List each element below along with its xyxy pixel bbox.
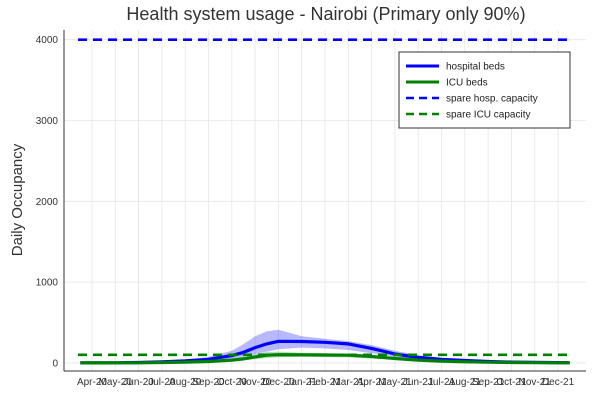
series-line-1 xyxy=(80,353,570,365)
x-tick-label: Jan-21 xyxy=(286,377,317,388)
x-tick-label: Jul-21 xyxy=(428,377,456,388)
x-tick-label: Nov-20 xyxy=(239,377,272,388)
x-tick-label: Feb-21 xyxy=(309,377,341,388)
x-tick-label: Dec-21 xyxy=(542,377,575,388)
legend-label-1: ICU beds xyxy=(446,78,488,89)
x-tick-label: Aug-20 xyxy=(169,377,202,388)
x-tick-labels: Apr-20May-20Jun-20Jul-20Aug-20Sep-20Oct-… xyxy=(77,377,575,388)
x-tick-label: Nov-21 xyxy=(519,377,552,388)
x-tick-label: Jun-21 xyxy=(403,377,434,388)
series-band-0 xyxy=(80,329,570,363)
axes-group xyxy=(63,30,586,372)
x-tick-label: Mar-21 xyxy=(332,377,364,388)
y-tick-labels: 0 1000 2000 3000 4000 xyxy=(36,35,59,369)
series-group xyxy=(77,38,573,365)
x-tick-label: Sep-20 xyxy=(192,377,225,388)
x-tick-label: Oct-21 xyxy=(496,377,526,388)
legend: hospital beds ICU beds spare hosp. capacit… xyxy=(398,51,571,129)
chart-title: Health system usage - Nairobi (Primary o… xyxy=(126,4,525,24)
x-tick-label: Oct-20 xyxy=(217,377,247,388)
legend-label-3: spare ICU capacity xyxy=(446,110,530,121)
x-tick-label: May-21 xyxy=(378,377,412,388)
x-tick-label: Apr-20 xyxy=(77,377,107,388)
grid-group xyxy=(64,30,586,371)
y-tick-label: 0 xyxy=(52,358,58,369)
x-tick-label: Sep-21 xyxy=(472,377,505,388)
x-tick-label: Jul-20 xyxy=(148,377,176,388)
legend-label-0: hospital beds xyxy=(446,62,505,73)
x-tick-label: May-20 xyxy=(99,377,133,388)
y-tick-label: 1000 xyxy=(36,278,59,289)
y-tick-label: 2000 xyxy=(36,197,59,208)
x-tick-label: Apr-21 xyxy=(357,377,387,388)
x-tick-label: Jun-20 xyxy=(123,377,154,388)
y-tick-label: 4000 xyxy=(36,35,59,46)
x-tick-label: Aug-21 xyxy=(449,377,482,388)
y-tick-label: 3000 xyxy=(36,116,59,127)
y-axis-label: Daily Occupancy xyxy=(9,143,26,256)
legend-label-2: spare hosp. capacity xyxy=(446,94,538,105)
x-tick-label: Dec-20 xyxy=(262,377,295,388)
